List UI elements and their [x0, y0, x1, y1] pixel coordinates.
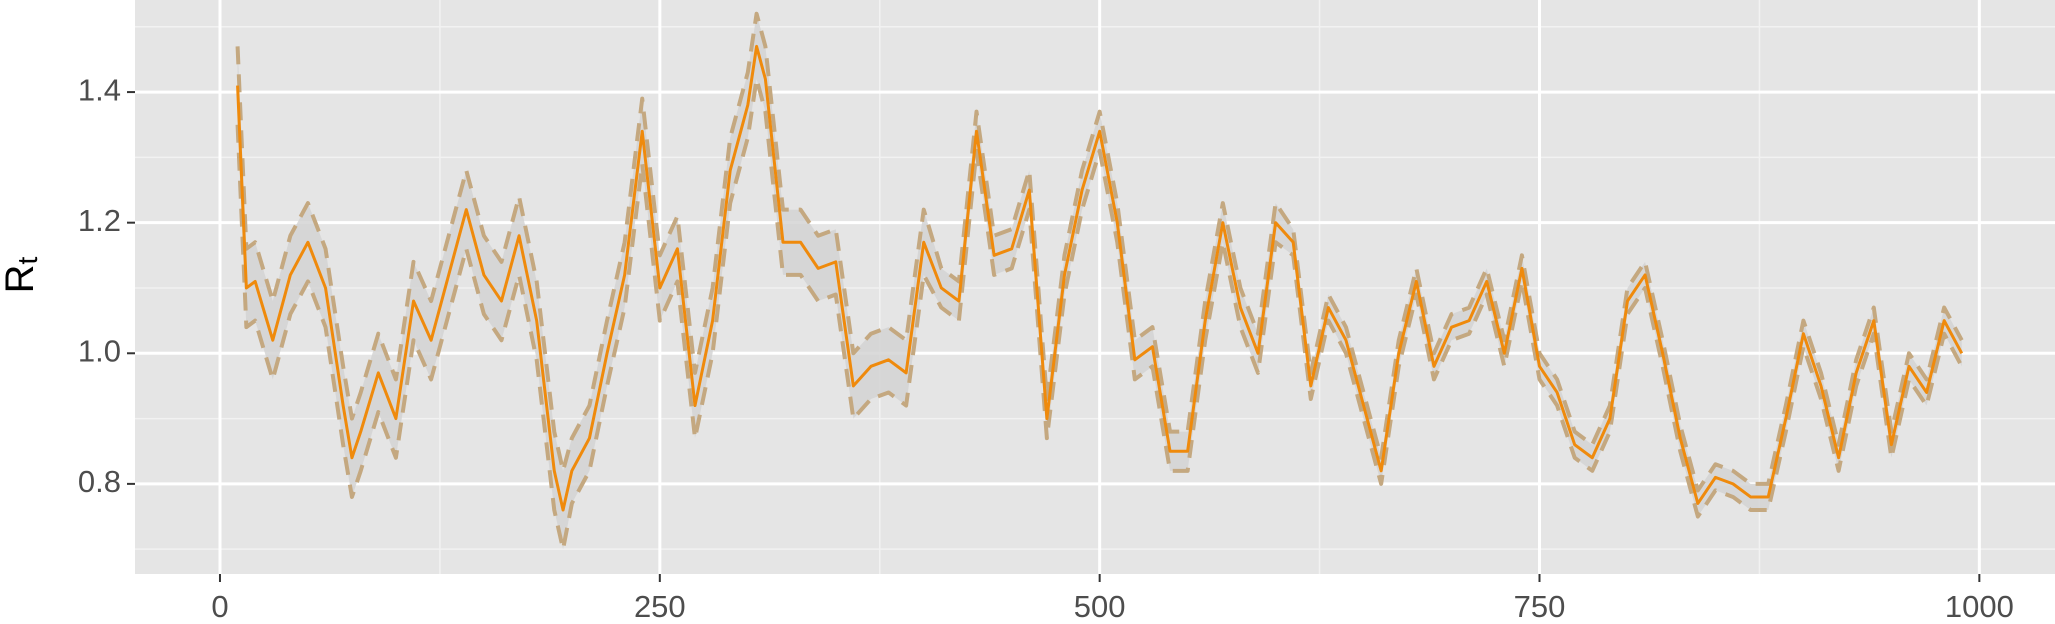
y-tick-label: 1.2 — [78, 203, 121, 238]
y-tick-label: 1.0 — [78, 333, 121, 368]
interval-line — [235, 77, 1964, 552]
y-tick-label: 0.8 — [78, 464, 121, 499]
x-tick-label: 750 — [1514, 589, 1566, 624]
x-tick-label: 1000 — [1945, 589, 2014, 624]
interval-line — [235, 11, 1964, 493]
estimate-line — [236, 44, 1964, 512]
x-tick-label: 250 — [634, 589, 686, 624]
x-tick-label: 0 — [211, 589, 228, 624]
confidence-ribbon — [237, 13, 1962, 550]
y-label-subscript: t — [12, 256, 43, 264]
y-label-base: R — [0, 264, 42, 293]
x-tick-label: 500 — [1074, 589, 1126, 624]
y-axis-label: Rt — [0, 256, 43, 293]
y-tick-label: 1.4 — [78, 72, 121, 107]
